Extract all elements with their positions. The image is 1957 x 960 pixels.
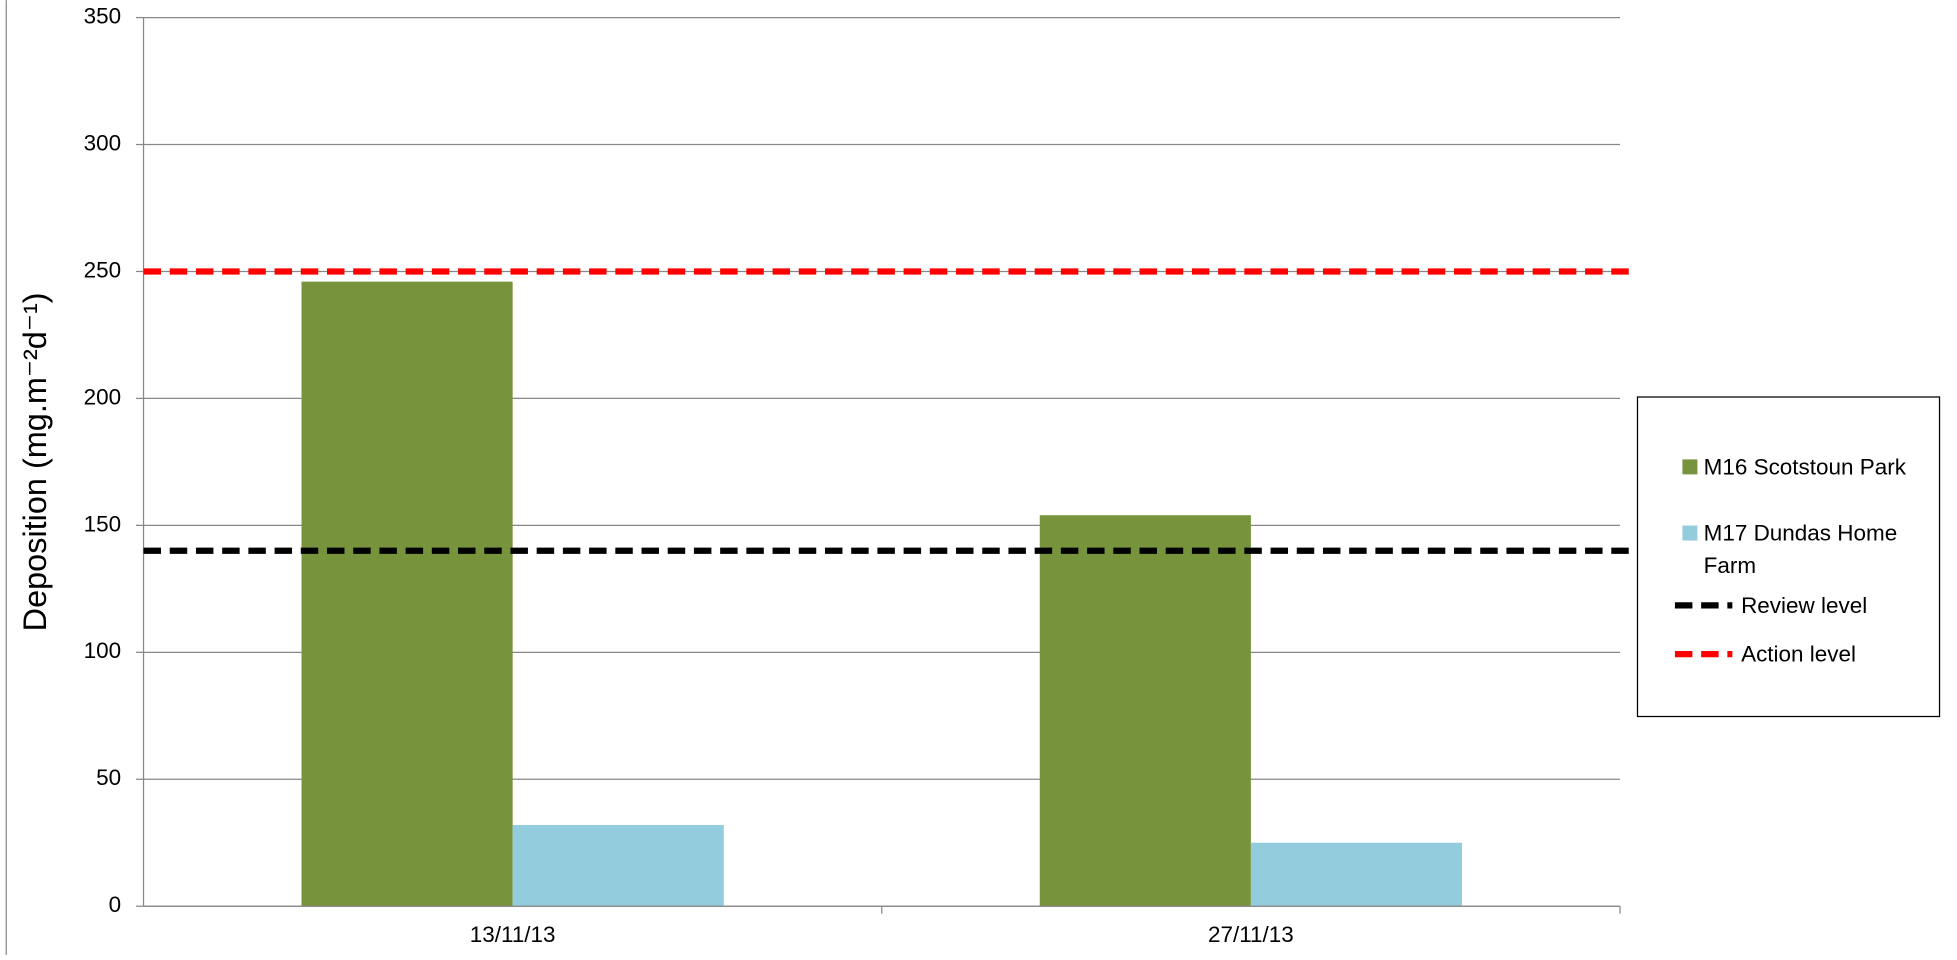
- bar: [301, 281, 513, 907]
- legend-item: Action level: [1741, 641, 1856, 667]
- y-tick-label: 150: [84, 511, 121, 536]
- legend-label: M16 Scotstoun Park: [1703, 454, 1906, 480]
- legend-swatch: [1682, 525, 1698, 541]
- x-tick-label: 27/11/13: [1208, 922, 1294, 947]
- bar: [512, 824, 724, 907]
- y-tick-label: 250: [84, 257, 121, 282]
- legend-item: M17 Dundas Home Farm: [1703, 520, 1898, 578]
- x-tick-label: 13/11/13: [470, 922, 556, 947]
- y-axis-label: Deposition (mg.m⁻²d⁻¹): [17, 292, 53, 631]
- y-tick-label: 200: [84, 384, 121, 409]
- bar: [1039, 515, 1251, 907]
- legend-label: Action level: [1741, 641, 1856, 667]
- y-tick-label: 100: [84, 638, 121, 663]
- bar: [1250, 842, 1463, 907]
- y-tick-label: 300: [84, 130, 121, 155]
- legend-swatch: [1682, 459, 1698, 475]
- y-tick-label: 0: [109, 892, 122, 917]
- y-tick-label: 350: [84, 4, 121, 29]
- y-tick-label: 50: [96, 765, 121, 790]
- legend-box: [1636, 396, 1941, 718]
- legend-label: Review level: [1741, 592, 1868, 618]
- legend-item: M16 Scotstoun Park: [1703, 454, 1906, 480]
- legend-label: M17 Dundas Home Farm: [1703, 520, 1898, 578]
- legend-item: Review level: [1741, 592, 1868, 618]
